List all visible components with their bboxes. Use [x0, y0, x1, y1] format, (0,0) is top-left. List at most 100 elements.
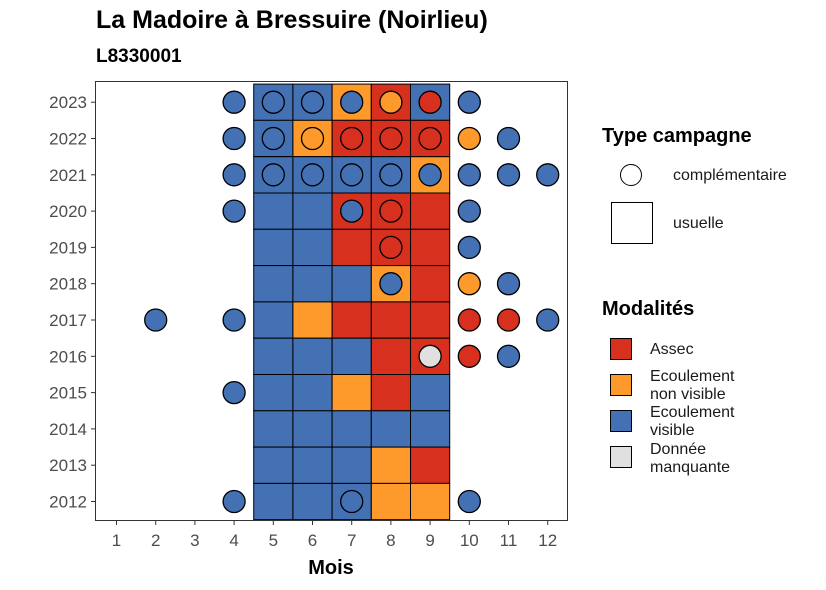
usuelle-tile-2019-9 — [410, 228, 451, 267]
usuelle-tile-2017-5 — [253, 301, 294, 339]
x-tick-label-2: 2 — [151, 531, 160, 550]
x-tick-label-1: 1 — [112, 531, 121, 550]
complementaire-point-2018-8 — [379, 272, 403, 296]
legend-label-complementaire: complémentaire — [673, 167, 787, 184]
complementaire-point-2021-7 — [340, 163, 364, 187]
usuelle-tile-2014-8 — [370, 410, 411, 448]
complementaire-point-2020-7 — [340, 199, 364, 223]
x-tick-label-5: 5 — [269, 531, 278, 550]
y-tick-label-2018: 2018 — [49, 275, 87, 294]
complementaire-point-2022-9 — [418, 126, 442, 151]
usuelle-tile-2018-9 — [410, 265, 451, 303]
complementaire-point-2021-10 — [457, 163, 481, 187]
y-tick-label-2012: 2012 — [49, 493, 87, 512]
usuelle-tile-2013-5 — [253, 446, 294, 484]
usuelle-tile-2015-9 — [410, 374, 451, 412]
chart-title: La Madoire à Bressuire (Noirlieu) — [96, 6, 488, 34]
usuelle-tile-2019-6 — [292, 228, 333, 267]
complementaire-point-2022-8 — [379, 126, 403, 151]
legend-swatch-assec — [610, 338, 632, 360]
complementaire-point-2021-8 — [379, 163, 403, 187]
y-tick-label-2013: 2013 — [49, 456, 87, 475]
usuelle-tile-2015-5 — [253, 374, 294, 412]
usuelle-tile-2016-8 — [370, 337, 411, 376]
x-tick-label-4: 4 — [229, 531, 238, 550]
complementaire-point-2019-10 — [457, 235, 481, 260]
x-tick-label-9: 9 — [425, 531, 434, 550]
complementaire-point-2017-4 — [222, 308, 246, 332]
complementaire-point-2023-9 — [418, 90, 442, 114]
complementaire-point-2020-8 — [379, 199, 403, 223]
complementaire-point-2017-12 — [536, 308, 560, 332]
x-tick-label-7: 7 — [347, 531, 356, 550]
complementaire-point-2022-6 — [300, 126, 325, 151]
usuelle-tile-2013-9 — [410, 446, 451, 484]
complementaire-point-2022-11 — [496, 126, 521, 151]
y-tick-label-2020: 2020 — [49, 202, 87, 221]
legend-label-manquante-2: manquante — [650, 459, 731, 476]
complementaire-point-2020-10 — [457, 199, 481, 223]
x-tick-label-10: 10 — [460, 531, 479, 550]
usuelle-tile-2017-9 — [410, 301, 451, 339]
y-tick-label-2019: 2019 — [49, 238, 87, 257]
usuelle-tile-2016-6 — [292, 337, 333, 376]
usuelle-tile-2013-7 — [331, 446, 372, 484]
legend-label-manquante-1: Donnée — [650, 441, 707, 458]
x-tick-label-6: 6 — [308, 531, 317, 550]
usuelle-tile-2018-7 — [331, 265, 372, 303]
x-tick-label-8: 8 — [386, 531, 395, 550]
y-tick-label-2017: 2017 — [49, 311, 87, 330]
complementaire-point-2021-5 — [261, 163, 285, 187]
usuelle-tile-2017-7 — [331, 301, 372, 339]
complementaire-point-2021-9 — [418, 163, 442, 187]
complementaire-point-2015-4 — [222, 380, 246, 405]
legend-type-title: Type campagne — [602, 125, 752, 147]
y-tick-label-2016: 2016 — [49, 347, 87, 366]
complementaire-point-2022-5 — [261, 126, 285, 151]
complementaire-point-2023-7 — [340, 90, 364, 114]
usuelle-tile-2012-5 — [253, 482, 294, 521]
complementaire-point-2023-4 — [222, 90, 246, 114]
y-tick-label-2022: 2022 — [49, 130, 87, 149]
complementaire-point-2017-10 — [457, 308, 481, 332]
x-tick-label-3: 3 — [190, 531, 199, 550]
complementaire-point-2022-7 — [340, 126, 364, 151]
usuelle-tile-2019-7 — [331, 228, 372, 267]
legend-swatch-ecoulement-visible — [610, 410, 632, 432]
usuelle-tile-2014-7 — [331, 410, 372, 448]
complementaire-point-2020-4 — [222, 199, 246, 223]
x-axis-label: Mois — [308, 557, 354, 579]
legend-swatch-ecoulement-non-visible — [610, 374, 632, 396]
x-tick-label-12: 12 — [538, 531, 557, 550]
complementaire-point-2017-11 — [496, 308, 521, 332]
chart-marks — [144, 83, 560, 521]
complementaire-point-2012-10 — [457, 489, 481, 514]
usuelle-tile-2018-6 — [292, 265, 333, 303]
complementaire-point-2016-11 — [496, 344, 521, 368]
complementaire-point-2023-5 — [261, 90, 285, 114]
usuelle-tile-2012-6 — [292, 482, 333, 521]
usuelle-tile-2015-7 — [331, 374, 372, 412]
usuelle-tile-2015-8 — [370, 374, 411, 412]
complementaire-point-2022-10 — [457, 126, 481, 151]
usuelle-tile-2015-6 — [292, 374, 333, 412]
complementaire-point-2016-10 — [457, 344, 481, 368]
complementaire-point-2023-6 — [300, 90, 325, 114]
usuelle-tile-2017-6 — [292, 301, 333, 339]
complementaire-point-2019-8 — [379, 235, 403, 260]
complementaire-point-2018-10 — [457, 272, 481, 296]
legend-label-visible-1: Ecoulement — [650, 404, 735, 421]
legend-label-usuelle: usuelle — [673, 215, 724, 232]
y-tick-label-2014: 2014 — [49, 420, 87, 439]
usuelle-tile-2020-6 — [292, 192, 333, 230]
usuelle-tile-2014-9 — [410, 410, 451, 448]
usuelle-tile-2014-5 — [253, 410, 294, 448]
legend-label-non-visible-2: non visible — [650, 386, 726, 403]
complementaire-point-2023-10 — [457, 90, 481, 114]
usuelle-tile-2018-5 — [253, 265, 294, 303]
usuelle-tile-2016-5 — [253, 337, 294, 376]
chart-subtitle: L8330001 — [96, 46, 182, 67]
usuelle-tile-2017-8 — [370, 301, 411, 339]
complementaire-point-2021-6 — [300, 163, 325, 187]
usuelle-tile-2014-6 — [292, 410, 333, 448]
